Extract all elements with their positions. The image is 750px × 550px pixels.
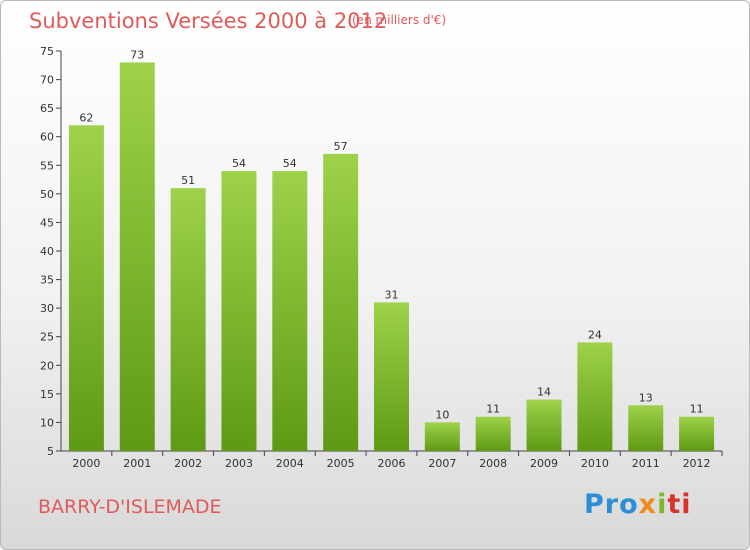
bar bbox=[323, 153, 359, 451]
chart-unit: (en milliers d'€) bbox=[352, 13, 447, 27]
bar bbox=[119, 62, 155, 452]
commune-name: BARRY-D'ISLEMADE bbox=[38, 496, 222, 518]
data-label: 11 bbox=[690, 403, 704, 416]
logo-part-2: x bbox=[638, 489, 658, 520]
x-tick-label: 2000 bbox=[72, 457, 100, 470]
y-tick-label: 75 bbox=[40, 45, 54, 58]
bar bbox=[68, 125, 104, 452]
data-label: 24 bbox=[588, 328, 602, 341]
x-tick-label: 2004 bbox=[276, 457, 304, 470]
y-tick-label: 20 bbox=[40, 359, 54, 372]
x-tick-label: 2012 bbox=[683, 457, 711, 470]
y-tick-label: 35 bbox=[40, 274, 54, 287]
data-label: 57 bbox=[334, 140, 348, 153]
x-tick-label: 2009 bbox=[530, 457, 558, 470]
y-tick-label: 5 bbox=[47, 445, 54, 458]
y-tick-label: 65 bbox=[40, 102, 54, 115]
logo-part-4: ti bbox=[667, 489, 692, 520]
data-label: 54 bbox=[232, 157, 246, 170]
x-tick-label: 2002 bbox=[174, 457, 202, 470]
bar bbox=[170, 188, 206, 451]
data-label: 51 bbox=[181, 174, 195, 187]
y-tick-label: 60 bbox=[40, 131, 54, 144]
bar bbox=[526, 399, 562, 451]
x-tick-label: 2005 bbox=[327, 457, 355, 470]
bar bbox=[374, 302, 409, 451]
data-label: 73 bbox=[130, 48, 144, 61]
y-tick-label: 55 bbox=[40, 159, 54, 172]
logo-part-3: i bbox=[657, 489, 668, 520]
data-label: 62 bbox=[79, 111, 93, 124]
x-tick-label: 2010 bbox=[581, 457, 609, 470]
x-tick-label: 2011 bbox=[632, 457, 660, 470]
x-tick-label: 2001 bbox=[123, 457, 151, 470]
logo-part-1: Pro bbox=[584, 489, 639, 520]
y-tick-label: 15 bbox=[40, 388, 54, 401]
bar bbox=[424, 422, 460, 451]
data-label: 11 bbox=[486, 403, 500, 416]
bar bbox=[272, 171, 308, 451]
x-tick-label: 2006 bbox=[378, 457, 406, 470]
y-tick-label: 70 bbox=[40, 74, 54, 87]
y-tick-label: 30 bbox=[40, 302, 54, 315]
y-tick-label: 40 bbox=[40, 245, 54, 258]
data-label: 31 bbox=[385, 288, 399, 301]
chart-title: Subventions Versées 2000 à 2012 bbox=[29, 9, 388, 33]
x-tick-label: 2003 bbox=[225, 457, 253, 470]
y-tick-label: 10 bbox=[40, 416, 54, 429]
data-label: 13 bbox=[639, 391, 653, 404]
y-tick-label: 45 bbox=[40, 216, 54, 229]
bar bbox=[628, 405, 664, 451]
y-tick-label: 50 bbox=[40, 188, 54, 201]
y-tick-label: 25 bbox=[40, 331, 54, 344]
x-tick-label: 2008 bbox=[479, 457, 507, 470]
bar bbox=[221, 171, 257, 451]
data-label: 14 bbox=[537, 386, 551, 399]
data-label: 54 bbox=[283, 157, 297, 170]
bar bbox=[679, 416, 715, 451]
bar bbox=[475, 416, 511, 451]
proxiti-logo: Proxiti bbox=[584, 489, 692, 520]
bar bbox=[577, 342, 613, 451]
x-tick-label: 2007 bbox=[428, 457, 456, 470]
data-label: 10 bbox=[435, 408, 449, 421]
